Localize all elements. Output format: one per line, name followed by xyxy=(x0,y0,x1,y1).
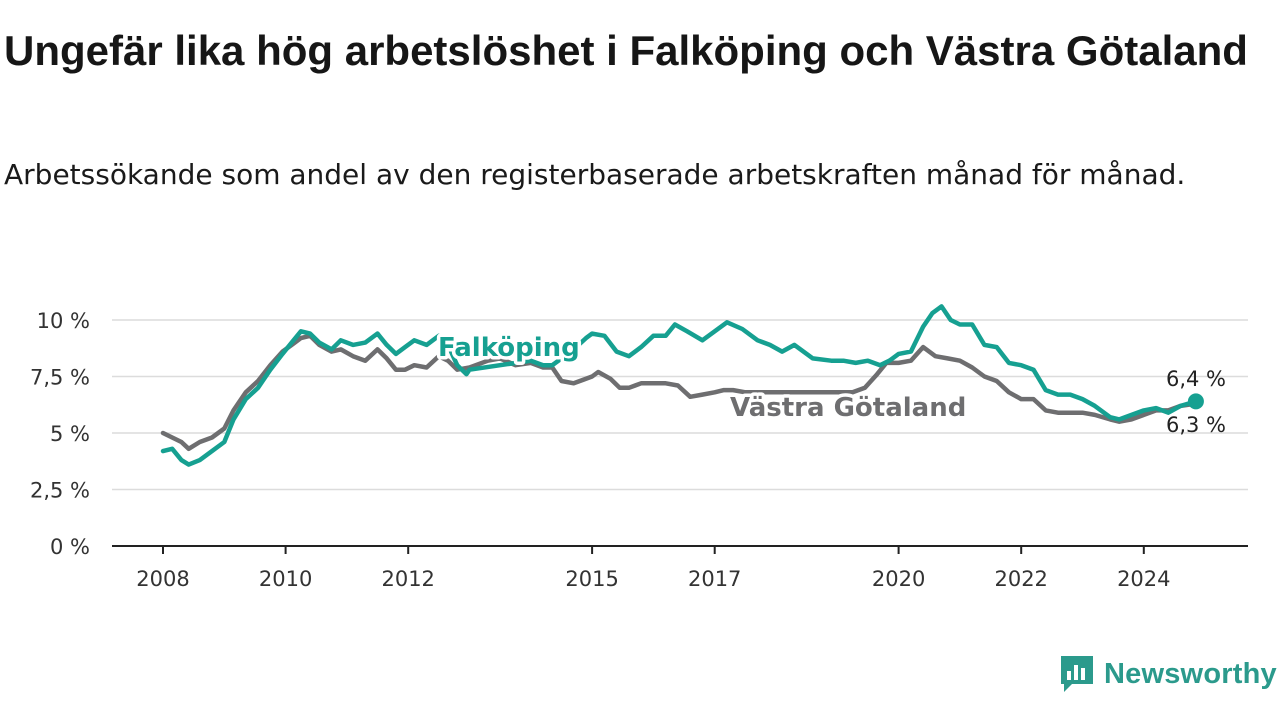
end-value-label: 6,3 % xyxy=(1166,413,1226,437)
series-label: Falköping xyxy=(438,333,580,363)
x-tick-label: 2022 xyxy=(994,567,1047,591)
x-tick-label: 2017 xyxy=(688,567,741,591)
newsworthy-logo-icon xyxy=(1061,656,1093,692)
x-tick-label: 2012 xyxy=(381,567,434,591)
chart-subtitle: Arbetssökande som andel av den registerb… xyxy=(4,158,1186,191)
y-tick-label: 0 % xyxy=(50,535,90,559)
brand-name: Newsworthy xyxy=(1104,657,1277,690)
y-tick-label: 7,5 % xyxy=(30,366,90,390)
x-tick-label: 2008 xyxy=(136,567,189,591)
series-label: Västra Götaland xyxy=(730,393,966,423)
end-value-label: 6,4 % xyxy=(1166,367,1226,391)
series-line-falk-ping xyxy=(160,304,1199,467)
chart-title: Ungefär lika hög arbetslöshet i Falköpin… xyxy=(4,27,1248,74)
x-tick-label: 2020 xyxy=(872,567,925,591)
y-tick-label: 5 % xyxy=(50,422,90,446)
x-tick-label: 2015 xyxy=(565,567,618,591)
x-tick-label: 2024 xyxy=(1117,567,1170,591)
y-tick-label: 10 % xyxy=(37,309,90,333)
y-tick-label: 2,5 % xyxy=(30,479,90,503)
series-line-v-stra-g-taland xyxy=(160,333,1199,452)
newsworthy-logo: Newsworthy xyxy=(1058,654,1277,694)
end-point-marker xyxy=(1187,393,1204,410)
x-tick-label: 2010 xyxy=(259,567,312,591)
